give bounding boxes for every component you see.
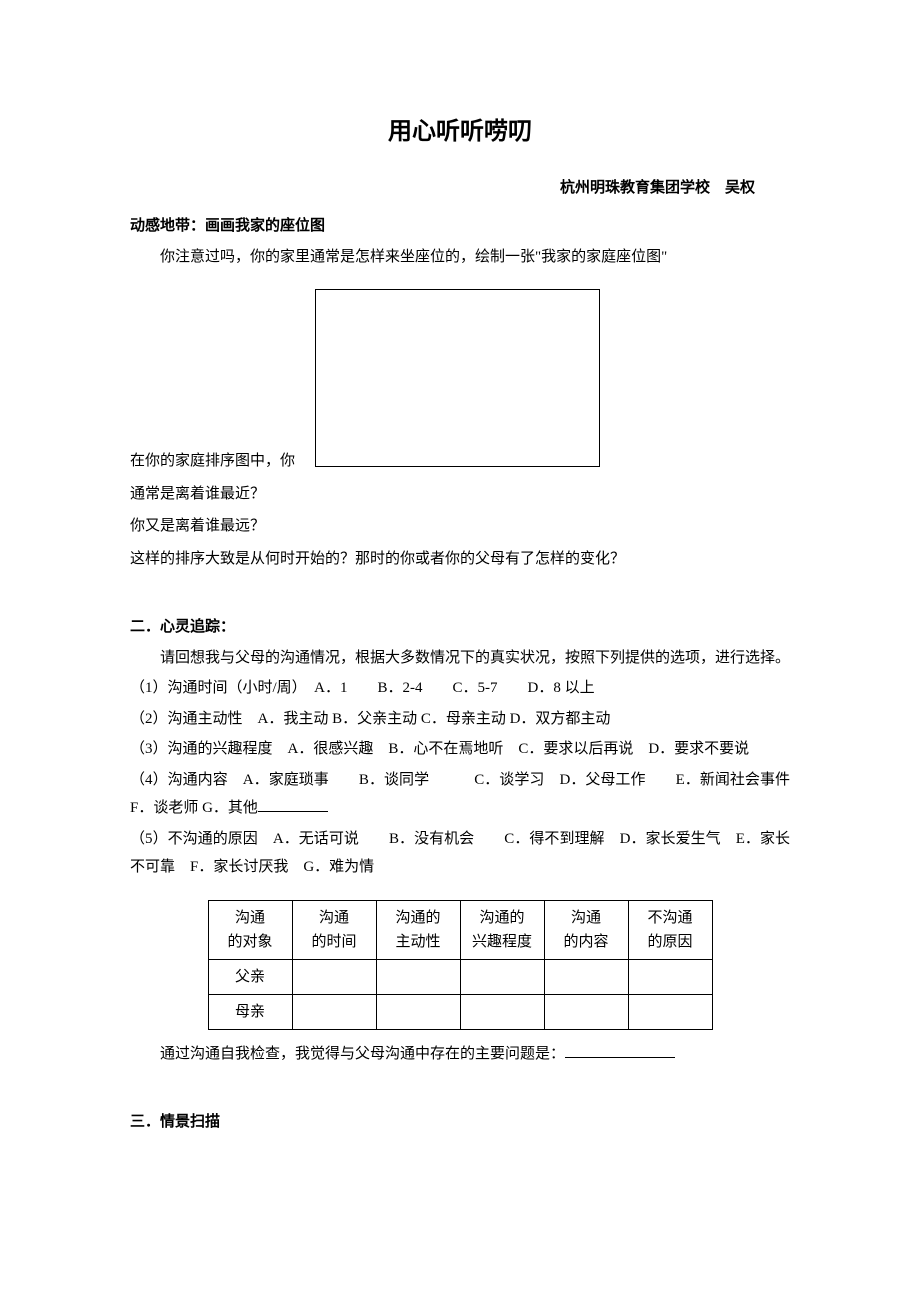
drawing-box (315, 289, 600, 467)
section2-intro: 请回想我与父母的沟通情况，根据大多数情况下的真实状况，按照下列提供的选项，进行选… (130, 644, 790, 673)
section2-q4: （4）沟通内容 A．家庭琐事 B．谈同学 C．谈学习 D．父母工作 E．新闻社会… (130, 766, 790, 823)
section1-q1: 通常是离着谁最近？ (130, 480, 790, 509)
summary-text: 通过沟通自我检查，我觉得与父母沟通中存在的主要问题是： (160, 1046, 565, 1062)
cell-father-content[interactable] (544, 959, 628, 994)
cell-father-initiative[interactable] (376, 959, 460, 994)
section2-q2: （2）沟通主动性 A．我主动 B．父亲主动 C．母亲主动 D．双方都主动 (130, 705, 790, 734)
row-label-mother: 母亲 (208, 994, 292, 1029)
th-initiative: 沟通的主动性 (376, 900, 460, 959)
communication-table: 沟通的对象 沟通的时间 沟通的主动性 沟通的兴趣程度 沟通的内容 不沟通的原因 … (208, 900, 713, 1030)
section3-heading: 三．情景扫描 (130, 1108, 790, 1137)
cell-mother-time[interactable] (292, 994, 376, 1029)
th-content: 沟通的内容 (544, 900, 628, 959)
table-row-mother: 母亲 (208, 994, 712, 1029)
row-label-father: 父亲 (208, 959, 292, 994)
drawing-row (130, 289, 790, 467)
table-row-father: 父亲 (208, 959, 712, 994)
th-interest: 沟通的兴趣程度 (460, 900, 544, 959)
cell-mother-content[interactable] (544, 994, 628, 1029)
section2-q5: （5）不沟通的原因 A．无话可说 B．没有机会 C．得不到理解 D．家长爱生气 … (130, 825, 790, 882)
summary-fill-blank[interactable] (565, 1057, 675, 1058)
th-time: 沟通的时间 (292, 900, 376, 959)
communication-table-wrap: 沟通的对象 沟通的时间 沟通的主动性 沟通的兴趣程度 沟通的内容 不沟通的原因 … (130, 900, 790, 1030)
section2-q4-text: （4）沟通内容 A．家庭琐事 B．谈同学 C．谈学习 D．父母工作 E．新闻社会… (130, 772, 805, 817)
section2-q3: （3）沟通的兴趣程度 A．很感兴趣 B．心不在焉地听 C．要求以后再说 D．要求… (130, 735, 790, 764)
cell-mother-interest[interactable] (460, 994, 544, 1029)
th-reason: 不沟通的原因 (628, 900, 712, 959)
section2-heading: 二．心灵追踪： (130, 613, 790, 642)
q4-fill-blank[interactable] (258, 811, 328, 812)
cell-mother-reason[interactable] (628, 994, 712, 1029)
cell-father-reason[interactable] (628, 959, 712, 994)
section1-q3: 这样的排序大致是从何时开始的？那时的你或者你的父母有了怎样的变化？ (130, 545, 790, 574)
th-object: 沟通的对象 (208, 900, 292, 959)
cell-father-interest[interactable] (460, 959, 544, 994)
cell-father-time[interactable] (292, 959, 376, 994)
school-author-line: 杭州明珠教育集团学校 吴权 (130, 174, 790, 203)
section2-summary: 通过沟通自我检查，我觉得与父母沟通中存在的主要问题是： (130, 1040, 790, 1069)
cell-mother-initiative[interactable] (376, 994, 460, 1029)
section1-beside: 在你的家庭排序图中，你 (130, 447, 790, 476)
section1-intro: 你注意过吗，你的家里通常是怎样来坐座位的，绘制一张"我家的家庭座位图" (130, 243, 790, 272)
section2-q1: （1）沟通时间（小时/周） A．1 B．2-4 C．5-7 D．8 以上 (130, 674, 790, 703)
document-title: 用心听听唠叨 (130, 110, 790, 156)
table-header-row: 沟通的对象 沟通的时间 沟通的主动性 沟通的兴趣程度 沟通的内容 不沟通的原因 (208, 900, 712, 959)
section1-heading: 动感地带：画画我家的座位图 (130, 212, 790, 241)
section1-q2: 你又是离着谁最远？ (130, 512, 790, 541)
